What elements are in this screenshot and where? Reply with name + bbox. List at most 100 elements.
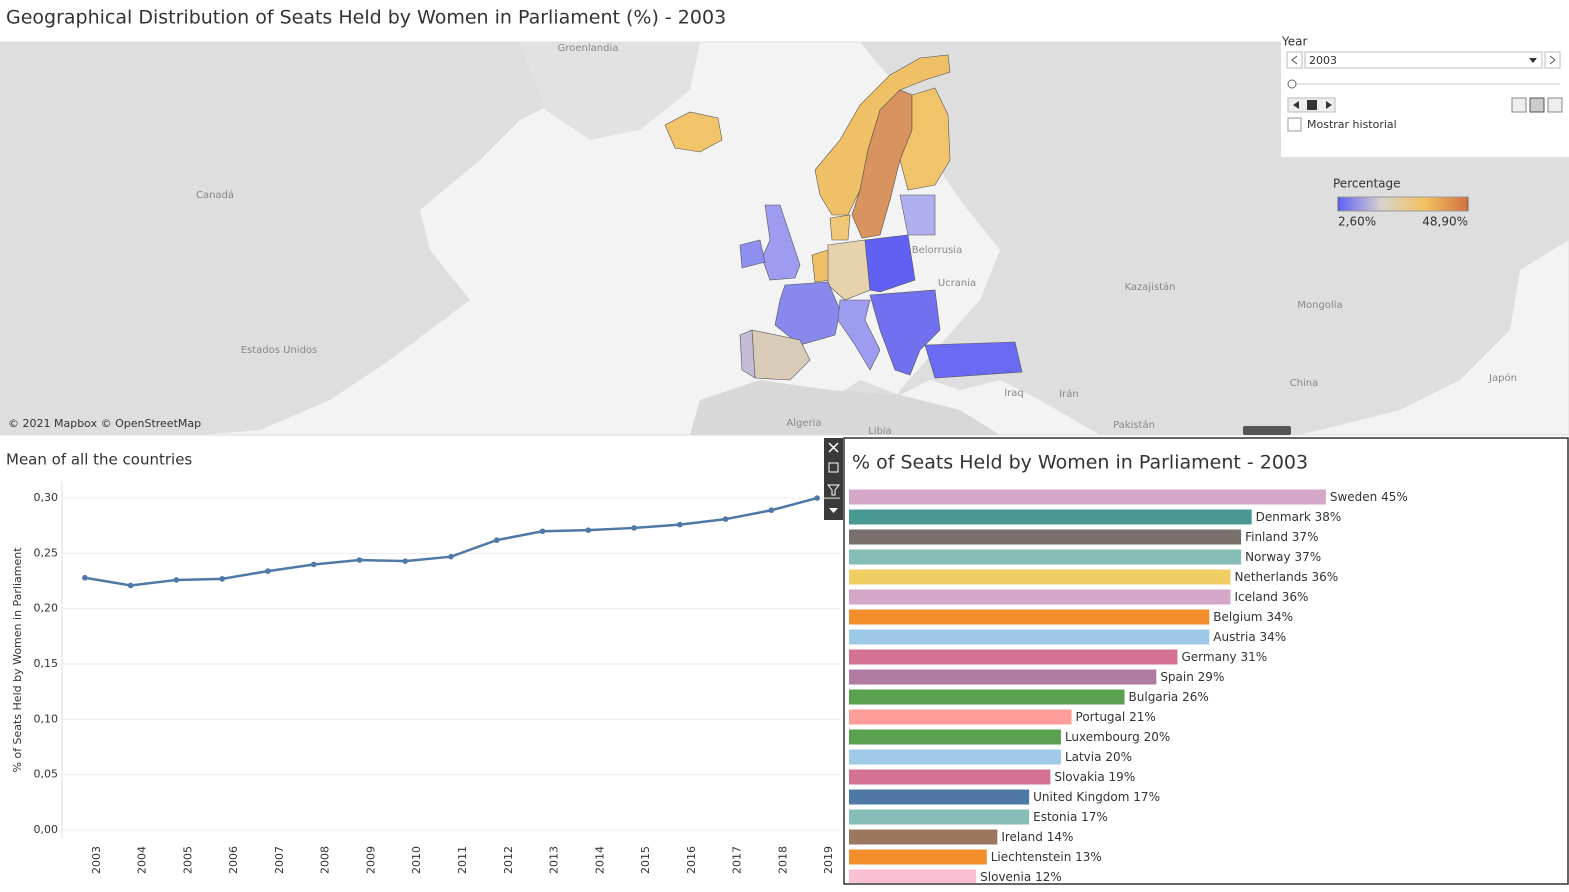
prev-button[interactable] (1286, 51, 1303, 69)
y-tick-label: 0,00 (34, 823, 59, 836)
country[interactable] (829, 214, 851, 241)
x-tick-label: 2010 (410, 846, 423, 874)
country[interactable] (774, 281, 841, 346)
bar-area: Sweden 45%Denmark 38%Finland 37%Norway 3… (849, 489, 1408, 884)
x-tick-label: 2004 (136, 846, 149, 874)
bar-label: Estonia 17% (1033, 810, 1108, 824)
point (539, 528, 546, 535)
x-tick-label: 2018 (776, 846, 789, 874)
country[interactable] (924, 341, 1023, 379)
bar (849, 829, 998, 845)
next-button[interactable] (1544, 51, 1561, 69)
checkbox-label: Mostrar historial (1307, 118, 1397, 131)
y-tick-label: 0,20 (34, 602, 59, 615)
x-tick-label: 2009 (364, 846, 377, 874)
speed-button[interactable] (1511, 97, 1527, 113)
point (265, 568, 271, 574)
next-icon (1549, 55, 1556, 65)
country[interactable] (811, 249, 831, 283)
category-label: Latvia (1065, 750, 1102, 764)
country[interactable] (837, 299, 881, 371)
filter-label: Year (1281, 35, 1307, 49)
country[interactable] (899, 194, 936, 236)
bar-label: Slovakia 19% (1054, 770, 1135, 784)
close-icon[interactable] (828, 442, 839, 453)
y-tick-label: 0,10 (34, 712, 59, 725)
bar-label: Bulgaria 26% (1129, 690, 1209, 704)
x-tick-label: 2017 (731, 846, 744, 874)
value-label: 29% (1198, 670, 1225, 684)
y-tick-label: 0,25 (34, 546, 59, 559)
category-label: Germany (1182, 650, 1237, 664)
value-label: 36% (1282, 590, 1309, 604)
category-label: Belgium (1213, 610, 1262, 624)
value-label: 45% (1381, 490, 1408, 504)
category-label: Slovenia (980, 870, 1031, 884)
value-label: 38% (1315, 510, 1342, 524)
point (127, 582, 134, 589)
bar-label: Slovenia 12% (980, 870, 1062, 884)
place-label: Kazajistán (1124, 281, 1175, 293)
value-label: 31% (1240, 650, 1267, 664)
legend-title: Percentage (1333, 177, 1401, 191)
x-tick-label: 2005 (181, 846, 194, 874)
country[interactable] (827, 239, 871, 301)
x-tick-label: 2011 (456, 846, 469, 874)
value-label: 12% (1035, 870, 1062, 884)
checkbox[interactable] (1287, 117, 1302, 132)
country[interactable] (899, 87, 951, 191)
resize-handle[interactable] (1243, 426, 1291, 435)
category-label: Denmark (1256, 510, 1311, 524)
value-label: 21% (1129, 710, 1156, 724)
bar-label: Netherlands 36% (1234, 570, 1338, 584)
category-label: Sweden (1330, 490, 1377, 504)
bar (849, 709, 1072, 725)
category-label: Estonia (1033, 810, 1077, 824)
value-label: 14% (1047, 830, 1074, 844)
bar (849, 649, 1178, 665)
land (520, 42, 700, 140)
bar (849, 489, 1326, 505)
y-tick-label: 0,15 (34, 657, 59, 670)
point (173, 577, 180, 583)
menu-icon[interactable] (829, 508, 838, 513)
x-tick-label: 2006 (227, 846, 240, 874)
category-label: United Kingdom (1033, 790, 1129, 804)
year-dropdown[interactable] (1304, 51, 1543, 69)
country[interactable] (739, 329, 756, 379)
bar (849, 729, 1061, 745)
value-label: 20% (1105, 750, 1132, 764)
toolbar (824, 438, 843, 520)
value-label: 19% (1109, 770, 1136, 784)
place-label: Mongolia (1297, 300, 1342, 311)
point (82, 574, 88, 581)
value-label: 37% (1292, 530, 1319, 544)
expand-icon[interactable] (828, 462, 839, 473)
place-label: Libia (868, 426, 892, 437)
category-label: Portugal (1076, 710, 1126, 724)
x-tick-label: 2008 (319, 846, 332, 874)
filter-icon[interactable] (826, 484, 841, 496)
stop-icon (1307, 100, 1317, 110)
country[interactable] (869, 289, 941, 376)
country[interactable] (864, 234, 916, 293)
x-tick-label: 2007 (273, 846, 286, 874)
point (585, 527, 592, 533)
map-attribution: © 2021 Mapbox © OpenStreetMap (8, 417, 201, 430)
place-label: Ucrania (938, 278, 976, 289)
bar-label: Iceland 36% (1234, 590, 1308, 604)
country[interactable] (739, 239, 766, 269)
slider-thumb[interactable] (1287, 79, 1297, 89)
year-value: 2003 (1309, 54, 1337, 67)
country[interactable] (761, 204, 801, 281)
country[interactable] (664, 111, 723, 153)
speed-button[interactable] (1547, 97, 1563, 113)
value-label: 36% (1311, 570, 1338, 584)
value-label: 34% (1260, 630, 1287, 644)
speed-button[interactable] (1529, 97, 1545, 113)
category-label: Spain (1160, 670, 1194, 684)
category-label: Iceland (1234, 590, 1277, 604)
value-label: 37% (1294, 550, 1321, 564)
line-series (84, 496, 818, 587)
country[interactable] (814, 54, 951, 216)
